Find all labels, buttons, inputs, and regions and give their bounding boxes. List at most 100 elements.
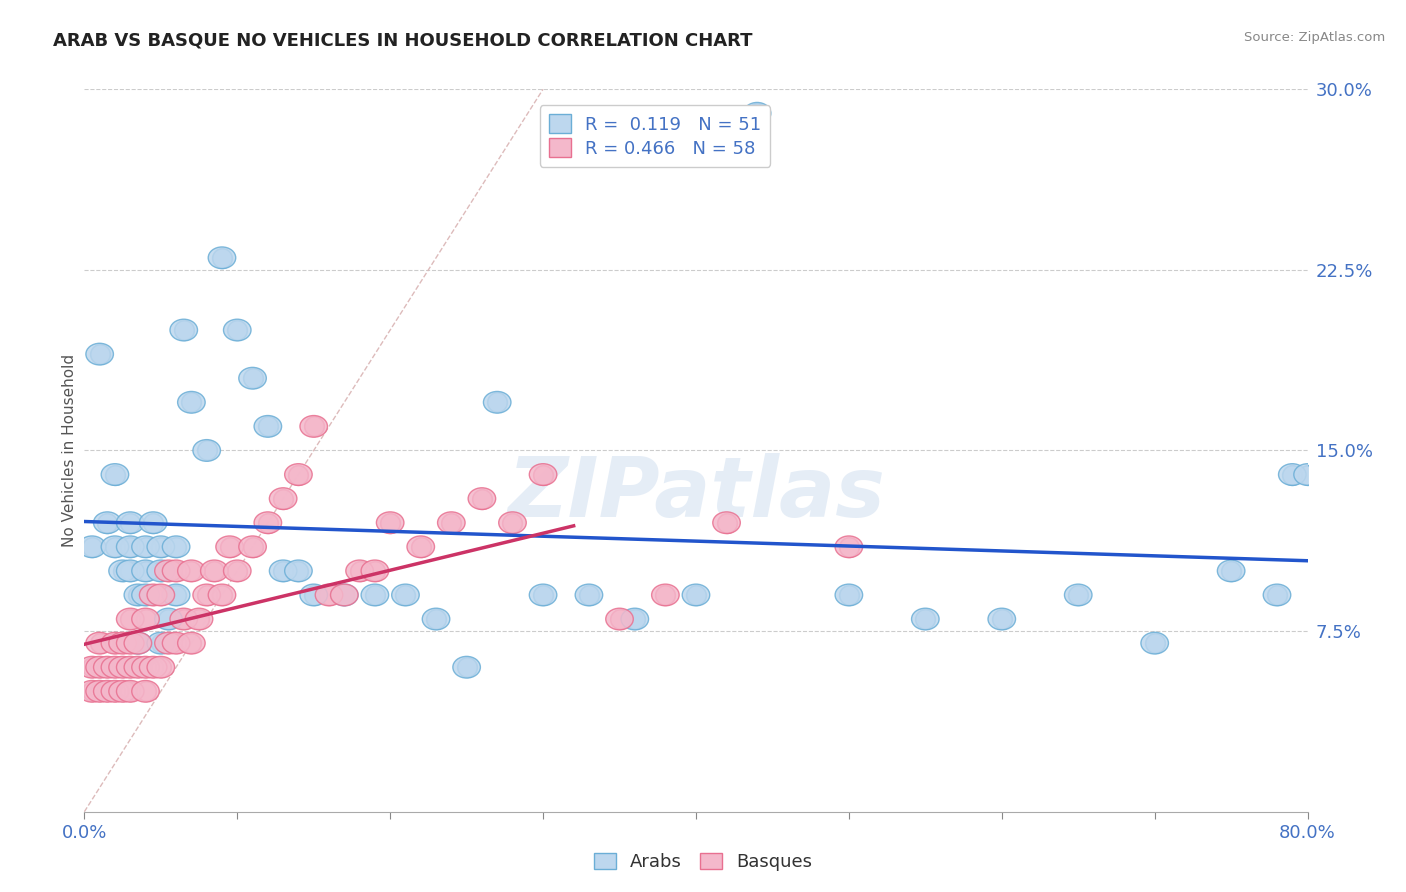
- Ellipse shape: [108, 657, 136, 678]
- Ellipse shape: [254, 416, 281, 437]
- Point: [120, 612, 142, 626]
- Ellipse shape: [86, 632, 114, 654]
- Legend: Arabs, Basques: Arabs, Basques: [586, 846, 820, 879]
- Point: [486, 395, 509, 409]
- Ellipse shape: [94, 681, 121, 702]
- Ellipse shape: [270, 488, 297, 509]
- Ellipse shape: [101, 657, 129, 678]
- Point: [333, 588, 356, 602]
- Point: [135, 588, 157, 602]
- Ellipse shape: [1218, 560, 1244, 582]
- Point: [142, 588, 165, 602]
- Ellipse shape: [132, 681, 159, 702]
- Ellipse shape: [651, 584, 679, 606]
- Point: [302, 419, 325, 434]
- Point: [211, 588, 233, 602]
- Ellipse shape: [346, 560, 374, 582]
- Ellipse shape: [148, 632, 174, 654]
- Ellipse shape: [361, 560, 388, 582]
- Legend: R =  0.119   N = 51, R = 0.466   N = 58: R = 0.119 N = 51, R = 0.466 N = 58: [540, 105, 770, 167]
- Ellipse shape: [155, 560, 183, 582]
- Point: [195, 443, 218, 458]
- Ellipse shape: [132, 657, 159, 678]
- Ellipse shape: [284, 464, 312, 485]
- Point: [104, 540, 127, 554]
- Ellipse shape: [406, 536, 434, 558]
- Point: [149, 588, 172, 602]
- Ellipse shape: [124, 584, 152, 606]
- Ellipse shape: [155, 632, 183, 654]
- Ellipse shape: [139, 657, 167, 678]
- Point: [127, 636, 149, 650]
- Point: [104, 467, 127, 482]
- Point: [165, 564, 187, 578]
- Point: [157, 564, 180, 578]
- Point: [96, 660, 118, 674]
- Ellipse shape: [117, 632, 143, 654]
- Ellipse shape: [108, 632, 136, 654]
- Point: [471, 491, 494, 506]
- Ellipse shape: [117, 657, 143, 678]
- Ellipse shape: [529, 584, 557, 606]
- Point: [531, 588, 554, 602]
- Point: [202, 564, 225, 578]
- Point: [991, 612, 1014, 626]
- Ellipse shape: [299, 584, 328, 606]
- Ellipse shape: [422, 608, 450, 630]
- Point: [654, 588, 676, 602]
- Ellipse shape: [254, 512, 281, 533]
- Ellipse shape: [170, 608, 197, 630]
- Point: [218, 540, 240, 554]
- Point: [80, 540, 103, 554]
- Point: [1265, 588, 1288, 602]
- Point: [149, 540, 172, 554]
- Point: [188, 612, 211, 626]
- Point: [104, 636, 127, 650]
- Point: [1296, 467, 1319, 482]
- Ellipse shape: [499, 512, 526, 533]
- Point: [409, 540, 432, 554]
- Point: [135, 564, 157, 578]
- Point: [173, 612, 195, 626]
- Ellipse shape: [621, 608, 648, 630]
- Point: [120, 636, 142, 650]
- Ellipse shape: [117, 681, 143, 702]
- Ellipse shape: [1294, 464, 1322, 485]
- Ellipse shape: [193, 440, 221, 461]
- Ellipse shape: [101, 681, 129, 702]
- Ellipse shape: [139, 584, 167, 606]
- Ellipse shape: [155, 608, 183, 630]
- Point: [127, 636, 149, 650]
- Ellipse shape: [529, 464, 557, 485]
- Ellipse shape: [86, 343, 114, 365]
- Ellipse shape: [101, 464, 129, 485]
- Ellipse shape: [86, 681, 114, 702]
- Ellipse shape: [1064, 584, 1092, 606]
- Ellipse shape: [1278, 464, 1306, 485]
- Ellipse shape: [575, 584, 603, 606]
- Ellipse shape: [162, 632, 190, 654]
- Point: [287, 467, 309, 482]
- Point: [380, 516, 402, 530]
- Point: [242, 540, 264, 554]
- Ellipse shape: [101, 536, 129, 558]
- Ellipse shape: [224, 560, 252, 582]
- Point: [747, 106, 769, 120]
- Ellipse shape: [177, 392, 205, 413]
- Point: [1143, 636, 1166, 650]
- Point: [440, 516, 463, 530]
- Ellipse shape: [377, 512, 404, 533]
- Point: [180, 636, 202, 650]
- Ellipse shape: [744, 103, 770, 124]
- Ellipse shape: [148, 657, 174, 678]
- Point: [180, 395, 202, 409]
- Point: [257, 419, 280, 434]
- Point: [333, 588, 356, 602]
- Ellipse shape: [139, 512, 167, 533]
- Point: [111, 564, 134, 578]
- Ellipse shape: [330, 584, 359, 606]
- Ellipse shape: [79, 536, 105, 558]
- Point: [149, 660, 172, 674]
- Point: [195, 588, 218, 602]
- Point: [96, 516, 118, 530]
